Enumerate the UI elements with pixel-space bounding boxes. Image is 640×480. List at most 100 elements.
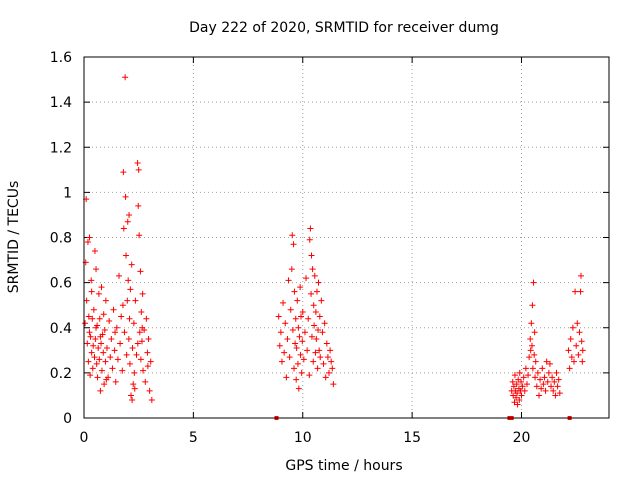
data-point [574, 320, 581, 327]
data-point [127, 286, 134, 293]
data-point [145, 336, 152, 343]
data-point [297, 284, 304, 291]
data-point [138, 308, 145, 315]
data-point [303, 275, 310, 282]
data-point [513, 381, 520, 388]
data-point [530, 279, 537, 286]
data-point [326, 369, 332, 376]
data-point [289, 327, 296, 334]
data-point [97, 333, 104, 340]
data-point [311, 272, 318, 279]
data-point [518, 392, 525, 399]
data-point [291, 288, 298, 295]
data-point [575, 351, 582, 358]
data-point [327, 347, 334, 354]
data-point [85, 358, 92, 365]
data-point [91, 248, 98, 255]
data-point [324, 354, 331, 361]
data-point [107, 354, 114, 361]
data-point [139, 290, 146, 297]
data-point [311, 322, 318, 329]
data-point [291, 365, 297, 372]
data-point [110, 306, 117, 313]
data-point [312, 308, 319, 315]
data-point [293, 345, 300, 352]
data-point [85, 313, 92, 320]
data-point [546, 360, 553, 367]
data-point [135, 166, 142, 173]
data-point [286, 354, 293, 361]
data-point [579, 358, 586, 365]
data-point [529, 342, 535, 349]
data-point [518, 378, 525, 385]
data-point [130, 320, 137, 327]
data-point [529, 365, 536, 372]
y-tick-label: 0 [63, 411, 72, 427]
data-point [526, 354, 533, 361]
data-point [109, 365, 116, 372]
x-tick-label: 5 [189, 430, 198, 446]
data-point [137, 268, 144, 275]
data-point [525, 372, 532, 379]
data-point [576, 329, 583, 336]
data-point [88, 277, 95, 284]
data-point [102, 297, 109, 304]
data-point [103, 376, 110, 383]
data-point [88, 288, 95, 295]
data-point [118, 313, 125, 320]
data-point [514, 401, 521, 408]
data-point [284, 336, 291, 343]
data-point [556, 390, 563, 397]
data-point [529, 302, 536, 309]
data-point [294, 297, 301, 304]
data-point [301, 329, 308, 336]
chart-title: Day 222 of 2020, SRMTID for receiver dum… [189, 20, 499, 36]
y-tick-label: 0.8 [50, 231, 72, 247]
data-point [523, 381, 530, 388]
x-tick-label: 20 [513, 430, 531, 446]
data-point [298, 313, 304, 320]
data-point [131, 369, 138, 376]
data-point [527, 347, 534, 354]
data-point [276, 342, 283, 349]
data-point [310, 302, 317, 309]
data-point [86, 329, 93, 336]
data-point [299, 308, 306, 315]
data-point [100, 349, 107, 356]
data-point [111, 347, 118, 354]
data-point [137, 356, 144, 363]
data-point [124, 297, 131, 304]
y-tick-label: 0.6 [50, 276, 72, 292]
data-point [306, 236, 313, 243]
data-point [138, 338, 145, 345]
data-point [136, 329, 143, 336]
data-point [293, 376, 300, 383]
data-point [93, 266, 100, 273]
data-point [93, 324, 100, 331]
data-point [290, 241, 297, 248]
data-point [571, 358, 577, 365]
data-point [129, 345, 136, 352]
data-point [566, 365, 573, 372]
data-point [124, 218, 131, 225]
data-point [578, 272, 584, 279]
data-point [128, 261, 135, 268]
x-axis-label: GPS time / hours [285, 458, 402, 474]
data-point [308, 290, 315, 297]
data-point [548, 383, 555, 390]
data-point [322, 374, 329, 381]
data-point [330, 381, 337, 388]
data-point [578, 338, 585, 345]
y-axis-label: SRMTID / TECUs [6, 181, 22, 294]
data-point [316, 313, 323, 320]
data-point [294, 360, 301, 367]
data-point [328, 358, 335, 365]
data-point [112, 378, 119, 385]
data-point [538, 385, 545, 392]
data-point [125, 277, 132, 284]
data-point [277, 329, 284, 336]
data-point [528, 320, 535, 327]
data-point [128, 392, 135, 399]
data-point [101, 381, 108, 388]
x-tick-label: 15 [403, 430, 421, 446]
